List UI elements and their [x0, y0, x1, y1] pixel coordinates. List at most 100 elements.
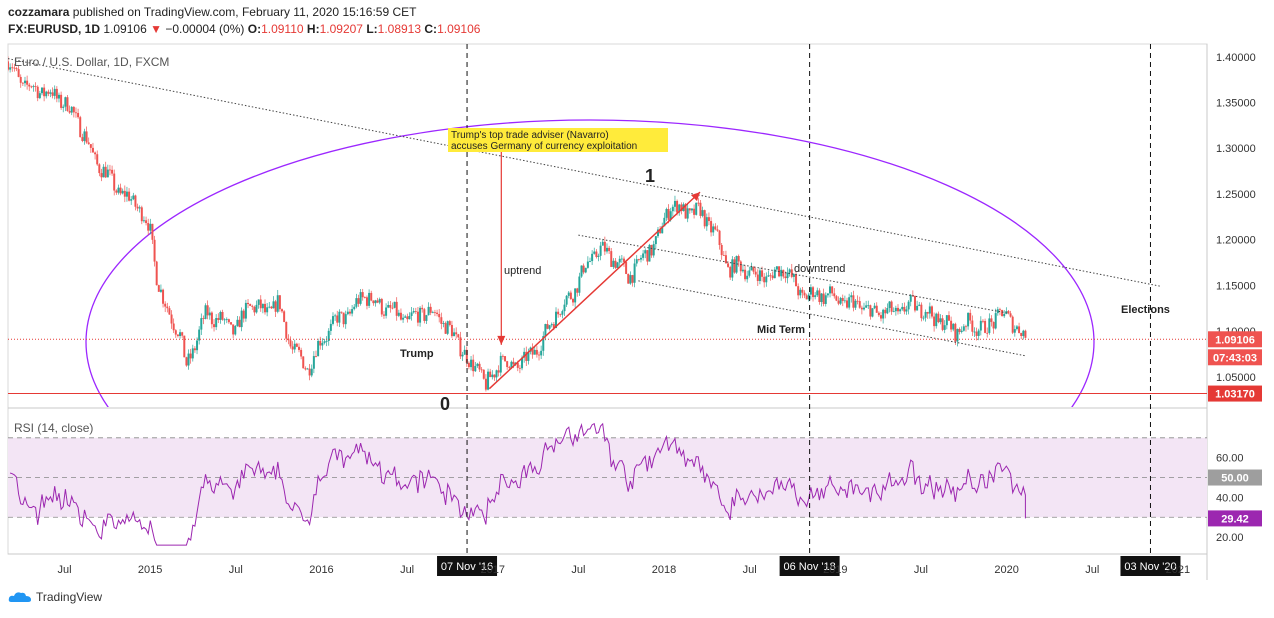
candle-body [684, 204, 687, 219]
candle-body [45, 91, 48, 97]
candle-body [667, 208, 670, 220]
candles [8, 56, 1027, 392]
candle-body [877, 312, 880, 316]
mid-term-label: Mid Term [757, 324, 805, 336]
candle-body [744, 269, 747, 280]
candle-body [735, 256, 738, 273]
candle-body [669, 211, 672, 220]
candle-body [85, 131, 88, 143]
candle-body [438, 313, 441, 318]
author-name[interactable]: cozzamara [8, 5, 70, 19]
candle-body [487, 371, 490, 390]
candle-body [659, 229, 662, 234]
candle-body [879, 315, 882, 319]
current-price-tag-bg [1208, 331, 1262, 348]
candle-body [973, 331, 976, 333]
candle-body [336, 315, 339, 323]
candle-body [87, 142, 90, 145]
tradingview-logo[interactable]: TradingView [8, 590, 102, 604]
candle-body [217, 318, 220, 320]
candle-body [191, 348, 194, 359]
candle-body [945, 315, 948, 326]
candle-body [467, 362, 470, 368]
candle-body [977, 330, 980, 336]
candle-body [678, 204, 681, 213]
candle-body [442, 323, 445, 324]
candle-body [164, 303, 167, 307]
candle-body [875, 305, 878, 313]
note-arrowhead [497, 335, 506, 345]
candle-body [795, 274, 798, 287]
candle-body [38, 93, 41, 99]
candle-body [295, 343, 298, 347]
symbol-label[interactable]: FX:EURUSD, 1D [8, 22, 101, 36]
candle-body [321, 342, 324, 346]
candle-body [797, 286, 800, 296]
candle-body [943, 325, 946, 330]
candle-body [79, 117, 82, 138]
candle-body [268, 306, 271, 308]
candle-body [132, 195, 135, 200]
candle-body [886, 307, 889, 314]
candle-body [525, 351, 528, 361]
candle-body [967, 312, 970, 327]
candle-body [693, 208, 696, 215]
candle-body [807, 294, 810, 300]
candle-body [756, 274, 759, 282]
uptrend-arrowhead [690, 192, 700, 202]
price-change: −0.00004 (0%) [165, 22, 245, 36]
candle-body [151, 223, 154, 240]
candle-body [873, 305, 876, 309]
candle-body [710, 221, 713, 233]
candle-body [378, 299, 381, 303]
candle-body [385, 307, 388, 316]
candle-body [763, 276, 766, 283]
candle-body [344, 314, 347, 325]
candle-body [489, 371, 492, 378]
candle-body [425, 315, 428, 321]
candle-body [102, 166, 105, 178]
candle-body [382, 314, 385, 316]
candle-body [928, 306, 931, 314]
candle-body [463, 349, 466, 355]
candle-body [565, 295, 568, 305]
candle-body [984, 320, 987, 333]
candle-body [826, 293, 829, 296]
candle-body [8, 61, 9, 70]
candle-body [215, 318, 218, 328]
candle-body [461, 354, 464, 357]
candle-body [688, 208, 691, 211]
candle-body [650, 244, 653, 256]
candle-body [1011, 316, 1014, 333]
candle-body [100, 173, 103, 178]
candle-body [865, 305, 868, 308]
candle-body [841, 297, 844, 301]
candle-body [49, 92, 52, 94]
candle-body [958, 328, 961, 332]
candle-body [145, 220, 148, 224]
candle-body [750, 266, 753, 271]
candle-body [901, 306, 904, 310]
candle-body [603, 241, 606, 252]
candle-body [818, 290, 821, 303]
candle-body [748, 270, 751, 276]
long-downtrend-line [8, 58, 1161, 287]
candle-body [402, 317, 405, 320]
candle-body [499, 355, 502, 373]
rsi-band [8, 437, 1207, 518]
low-value: 1.08913 [377, 22, 422, 36]
candle-body [247, 302, 250, 305]
candle-body [799, 289, 802, 296]
candle-body [351, 309, 354, 314]
candle-body [140, 207, 143, 222]
candle-body [119, 187, 122, 194]
candle-body [304, 368, 307, 370]
candle-body [605, 247, 608, 252]
candle-body [121, 190, 124, 194]
candle-body [380, 299, 383, 315]
candle-body [822, 293, 825, 304]
candle-body [306, 368, 309, 370]
candle-body [179, 332, 182, 337]
candle-body [754, 271, 757, 275]
